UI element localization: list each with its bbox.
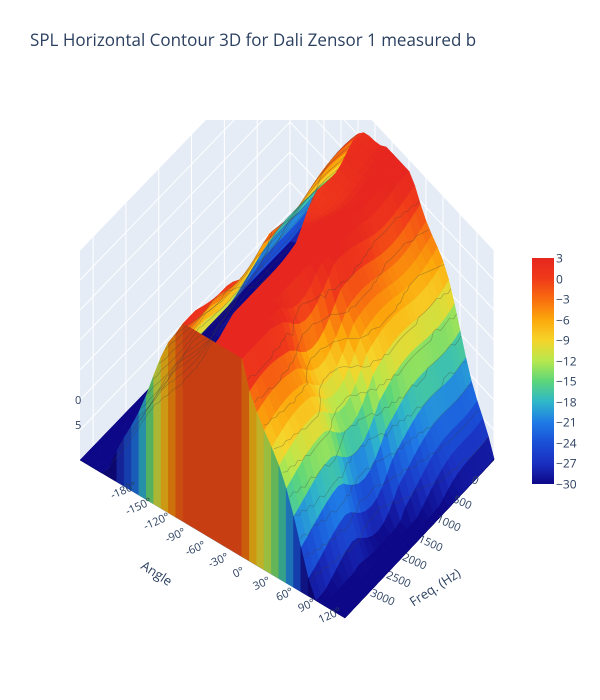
z-tick: 5 xyxy=(75,418,81,433)
surface-plot-svg xyxy=(0,120,600,680)
colorbar-tick: −12 xyxy=(556,352,577,369)
colorbar-tick: −18 xyxy=(556,393,577,410)
colorbar-gradient xyxy=(532,258,554,484)
z-tick: 0 xyxy=(75,393,81,408)
colorbar-tick: 0 xyxy=(556,270,563,287)
colorbar-tick: 3 xyxy=(556,250,563,267)
colorbar-tick: −27 xyxy=(556,455,577,472)
plot-area[interactable] xyxy=(0,120,600,680)
colorbar-tick: −21 xyxy=(556,414,577,431)
colorbar-tick: −9 xyxy=(556,332,570,349)
colorbar-tick: −30 xyxy=(556,476,577,493)
colorbar-tick: −3 xyxy=(556,291,570,308)
chart-title: SPL Horizontal Contour 3D for Dali Zenso… xyxy=(30,28,476,51)
colorbar: 30−3−6−9−12−15−18−21−24−27−30 xyxy=(532,258,554,484)
colorbar-tick: −15 xyxy=(556,373,577,390)
colorbar-tick: −24 xyxy=(556,434,577,451)
colorbar-tick: −6 xyxy=(556,311,570,328)
